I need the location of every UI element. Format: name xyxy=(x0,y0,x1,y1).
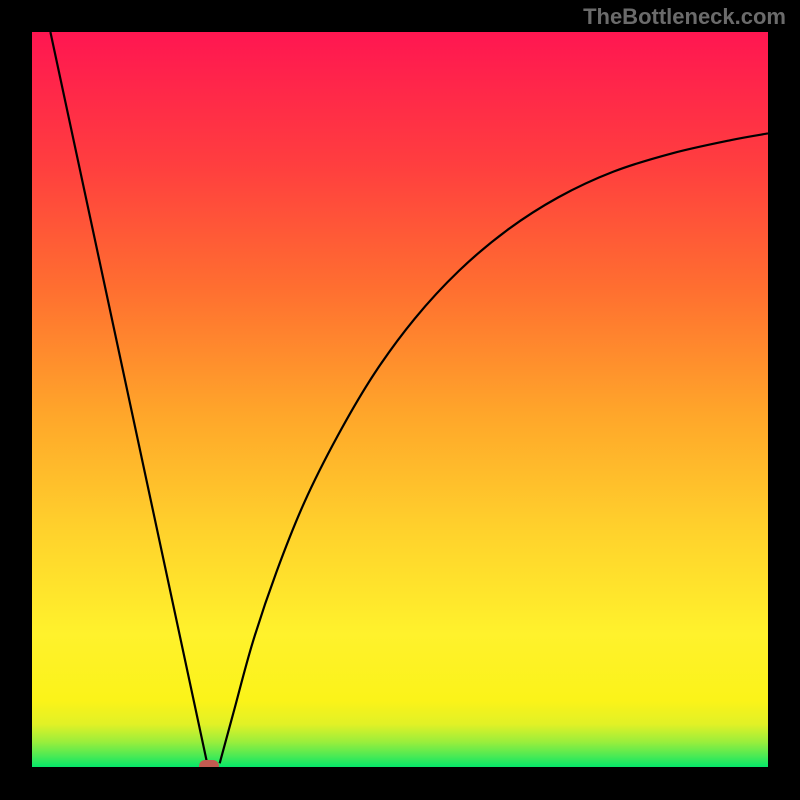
watermark-text: TheBottleneck.com xyxy=(583,4,786,30)
plot-area xyxy=(32,32,768,767)
curve-left-branch xyxy=(50,32,207,763)
bottleneck-curve xyxy=(32,32,768,767)
curve-right-branch xyxy=(220,133,768,763)
optimum-marker xyxy=(199,760,219,767)
